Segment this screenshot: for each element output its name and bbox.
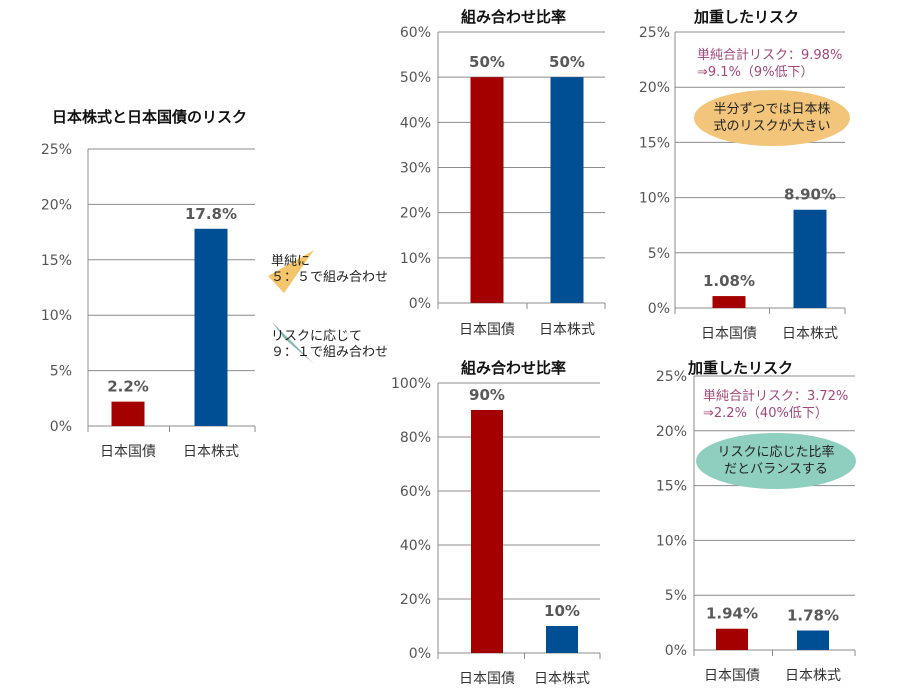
chart-risk2-ytick-label: 15% <box>656 479 687 495</box>
chart-mix2-ytick-label: 40% <box>400 538 431 554</box>
chart-main-ytick-label: 5% <box>50 364 72 380</box>
arrow-risk-mix-line2: ９：１で組み合わせ <box>271 345 388 360</box>
chart-risk2-note-line2: ⇒2.2%（40%低下） <box>703 406 828 421</box>
chart-mix2-category-label: 日本国債 <box>459 671 515 687</box>
chart-risk2-ytick-label: 10% <box>656 533 687 549</box>
arrow-risk-mix-line1: リスクに応じて <box>271 329 362 344</box>
arrow-equal-mix-line2: ５：５で組み合わせ <box>271 270 388 285</box>
chart-risk2-callout-bubble <box>696 433 856 489</box>
chart-mix1-category-label: 日本株式 <box>539 322 595 338</box>
chart-risk1-callout-bubble <box>694 90 850 146</box>
chart-risk2-ytick-label: 0% <box>665 643 687 659</box>
chart-risk2-bar-equity <box>797 630 829 650</box>
chart-risk2-category-label: 日本国債 <box>704 668 760 684</box>
arrow-equal-mix-line1: 単純に <box>271 253 310 269</box>
chart-main-bar-equity <box>194 228 228 426</box>
chart-main-title: 日本株式と日本国債のリスク <box>52 108 247 126</box>
chart-risk1-data-label: 8.90% <box>784 186 836 204</box>
chart-risk2-ytick-label: 5% <box>665 588 687 604</box>
chart-main-ytick-label: 15% <box>41 253 72 269</box>
chart-risk1-ytick-label: 20% <box>639 80 670 96</box>
chart-risk1-ytick-label: 0% <box>648 301 670 317</box>
chart-risk2-title: 加重したリスク <box>687 359 793 377</box>
chart-mix2-ytick-label: 20% <box>400 592 431 608</box>
chart-risk1-title: 加重したリスク <box>693 8 799 26</box>
chart-mix2-ytick-label: 100% <box>391 376 431 392</box>
chart-mix1-bar-jgb <box>470 77 504 304</box>
chart-risk1-bar-jgb <box>712 296 746 308</box>
chart-risk1-callout-line1: 半分ずつでは日本株 <box>713 102 830 117</box>
chart-mix1-ytick-label: 50% <box>400 70 431 86</box>
chart-risk1-ytick-label: 15% <box>639 135 670 151</box>
chart-mix2-data-label: 90% <box>469 386 505 404</box>
chart-main-category-label: 日本国債 <box>100 444 156 460</box>
chart-risk2-data-label: 1.78% <box>787 606 839 624</box>
chart-main-bar-jgb <box>111 401 145 426</box>
chart-mix2-ytick-label: 80% <box>400 430 431 446</box>
chart-risk2-bar-jgb <box>716 628 748 650</box>
chart-risk1-ytick-label: 5% <box>648 246 670 262</box>
chart-mix1-ytick-label: 0% <box>409 296 431 312</box>
chart-risk2-note-line1: 単純合計リスク：3.72% <box>703 388 848 404</box>
chart-main-ytick-label: 0% <box>50 419 72 435</box>
chart-risk2-ytick-label: 25% <box>656 369 687 385</box>
chart-main-ytick-label: 25% <box>41 142 72 158</box>
arrow-equal-mix-shape <box>268 250 314 293</box>
chart-mix1-ytick-label: 30% <box>400 161 431 177</box>
chart-risk1-category-label: 日本株式 <box>782 326 838 342</box>
chart-risk1-data-label: 1.08% <box>703 272 755 290</box>
chart-mix1-category-label: 日本国債 <box>459 322 515 338</box>
chart-mix1-ytick-label: 60% <box>400 25 431 41</box>
chart-risk2-data-label: 1.94% <box>706 605 758 623</box>
chart-mix1-title: 組み合わせ比率 <box>461 8 566 26</box>
chart-risk2-category-label: 日本株式 <box>785 668 841 684</box>
chart-risk1-note-line2: ⇒9.1%（9%低下） <box>697 65 814 80</box>
chart-mix1-ytick-label: 20% <box>400 206 431 222</box>
chart-risk1-ytick-label: 25% <box>639 25 670 41</box>
arrow-risk-mix-shape <box>272 322 314 364</box>
chart-mix1-data-label: 50% <box>469 53 505 71</box>
chart-risk2-ytick-label: 20% <box>656 424 687 440</box>
chart-mix1-ytick-label: 10% <box>400 251 431 267</box>
chart-risk1-ytick-label: 10% <box>639 191 670 207</box>
chart-mix1-ytick-label: 40% <box>400 115 431 131</box>
arrow-equal-mix: 単純に ５：５で組み合わせ <box>268 250 388 293</box>
chart-mix2-ytick-label: 0% <box>409 646 431 662</box>
chart-mix1-data-label: 50% <box>549 53 585 71</box>
chart-risk2-callout-line1: リスクに応じた比率 <box>717 444 834 460</box>
chart-mix2-category-label: 日本株式 <box>534 671 590 687</box>
chart-risk1-note-line1: 単純合計リスク：9.98% <box>697 47 842 63</box>
chart-main-ytick-label: 10% <box>41 308 72 324</box>
chart-mix2-ytick-label: 60% <box>400 484 431 500</box>
chart-risk1-bar-equity <box>793 209 827 308</box>
chart-mix2-bar-equity <box>546 626 578 653</box>
chart-risk2-callout-line2: だとバランスする <box>724 462 828 477</box>
chart-mix2-bar-jgb <box>471 410 503 653</box>
chart-risk1-callout-line2: 式のリスクが大きい <box>713 119 830 134</box>
chart-main-data-label: 17.8% <box>185 205 237 223</box>
chart-mix2-title: 組み合わせ比率 <box>461 359 566 377</box>
arrow-risk-mix: リスクに応じて ９：１で組み合わせ <box>271 322 388 364</box>
chart-main-ytick-label: 20% <box>41 197 72 213</box>
chart-main-category-label: 日本株式 <box>183 444 239 460</box>
chart-main-data-label: 2.2% <box>107 378 149 396</box>
chart-risk1-category-label: 日本国債 <box>701 326 757 342</box>
chart-mix2-data-label: 10% <box>544 602 580 620</box>
chart-mix1-bar-equity <box>550 77 584 304</box>
